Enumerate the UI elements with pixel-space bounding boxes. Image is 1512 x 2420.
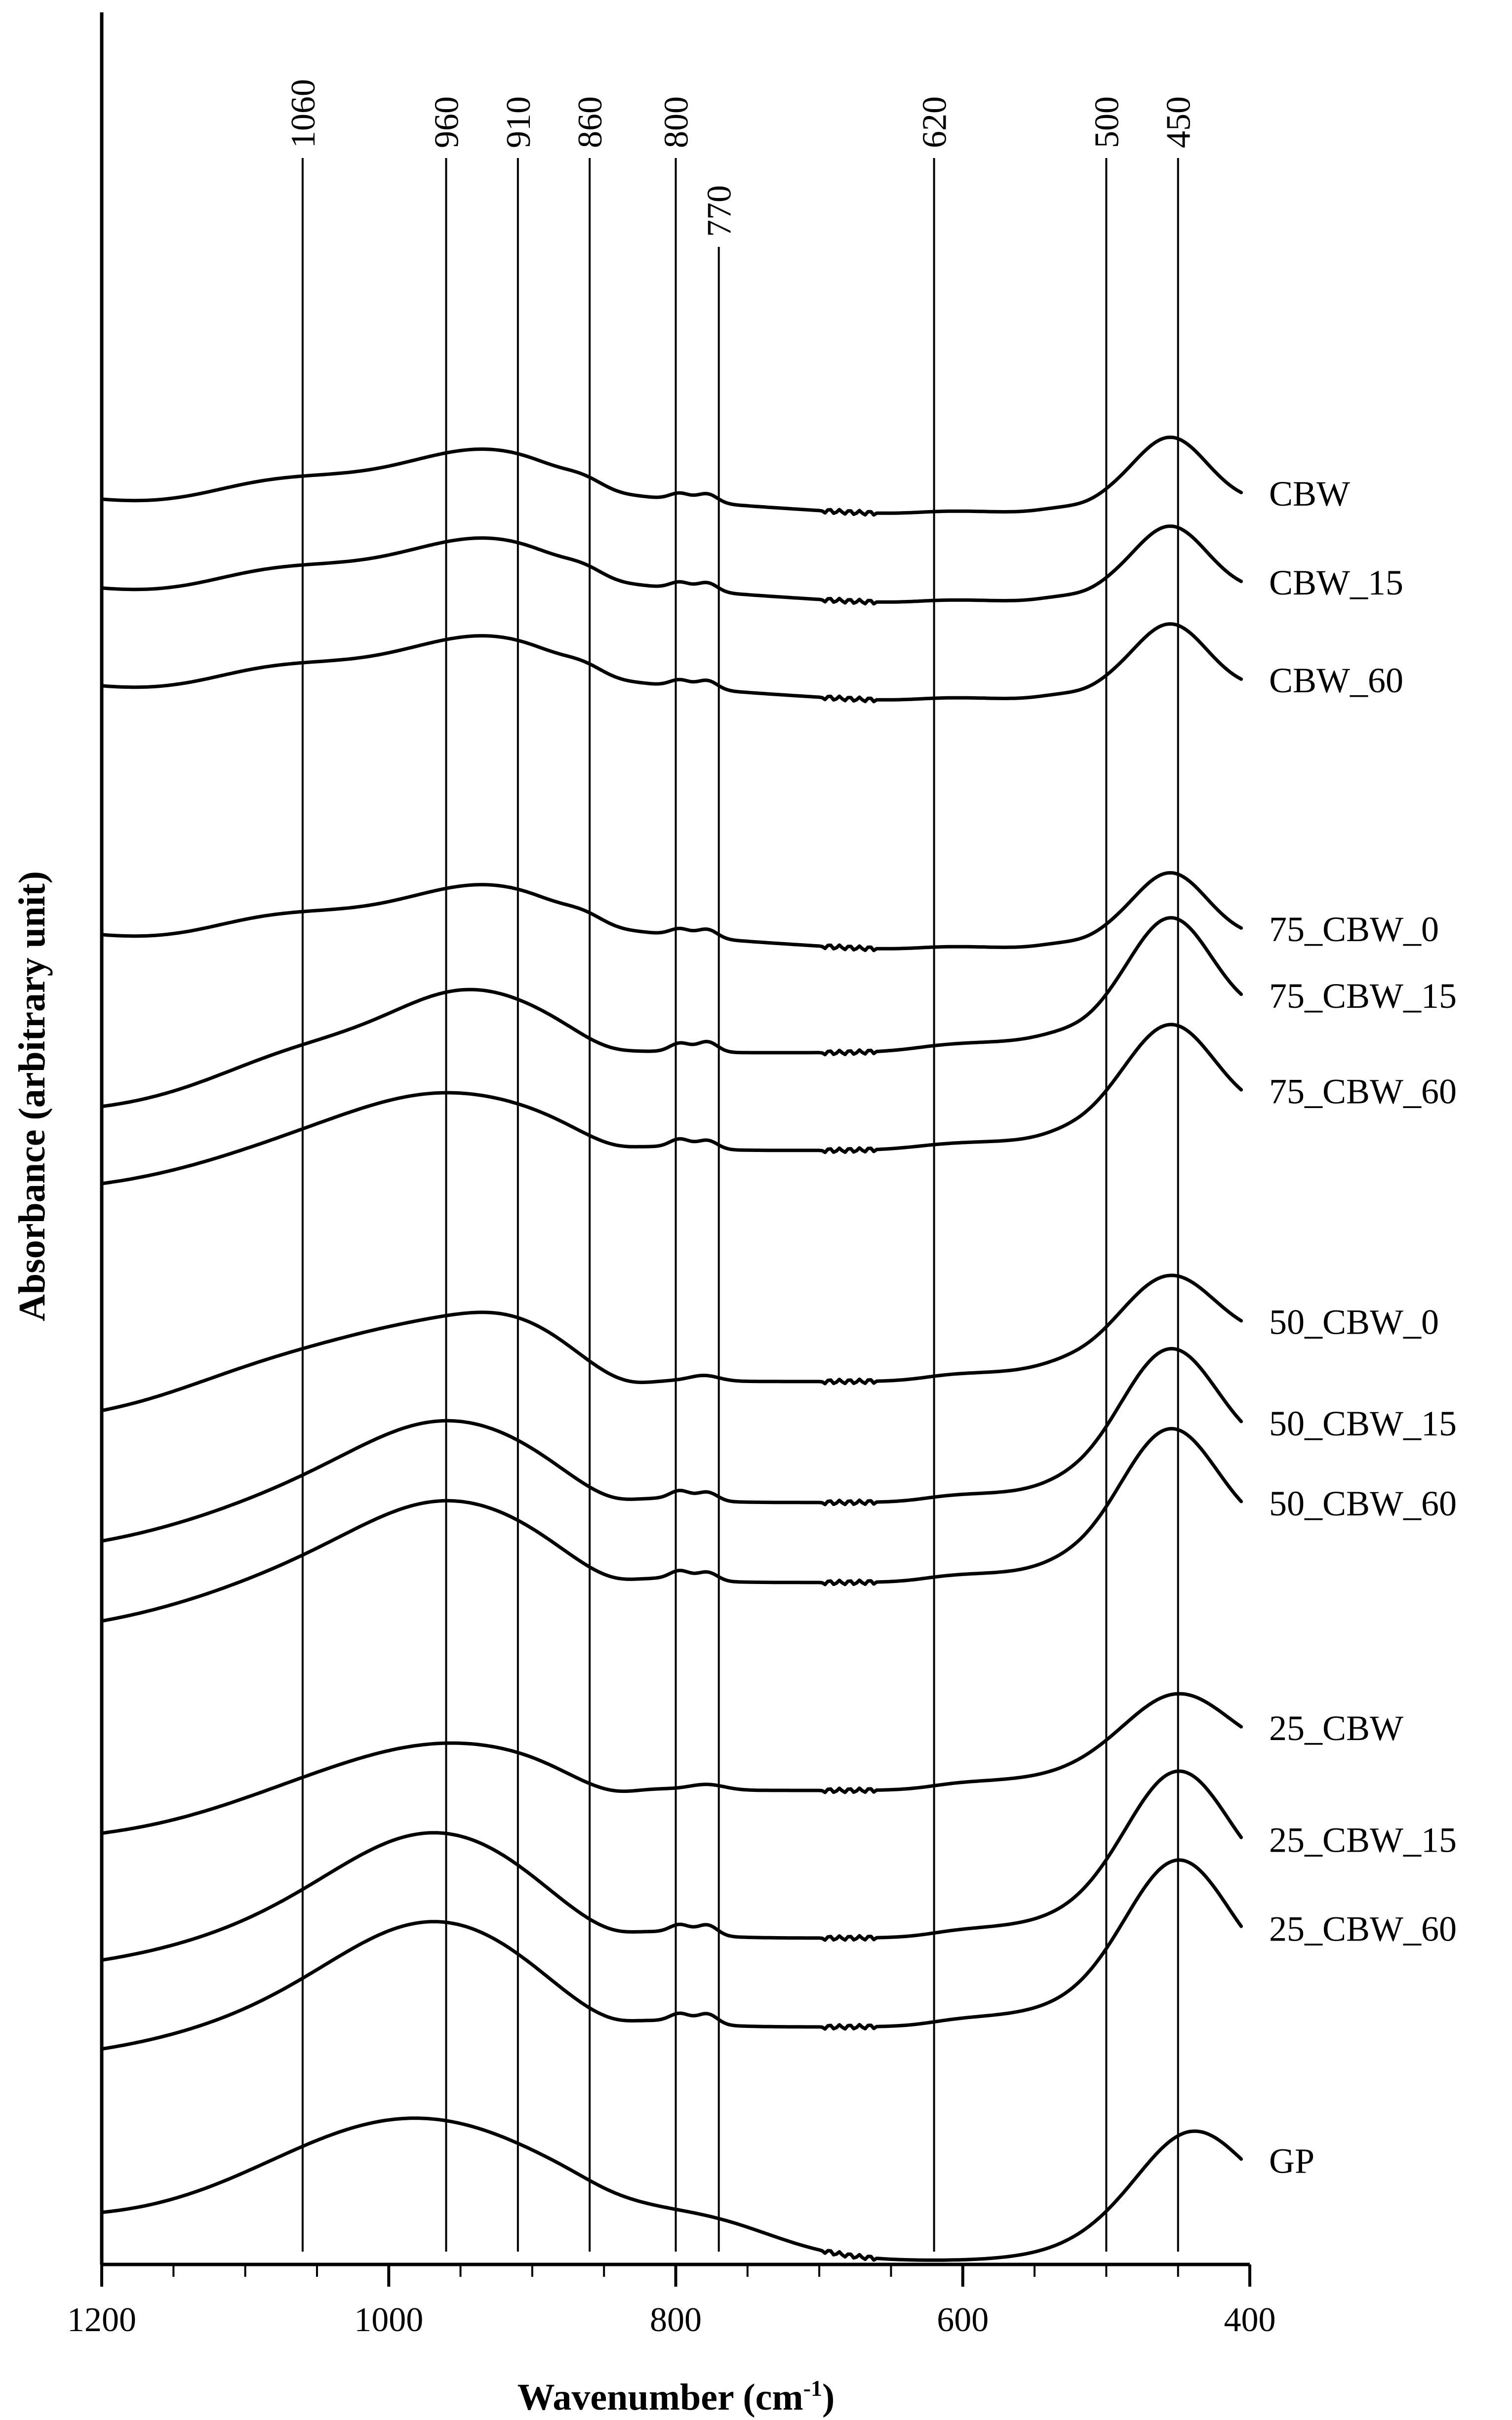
series-line-cbw [100, 436, 1243, 517]
series-line-25-cbw-60 [100, 1858, 1243, 2051]
x-tick-label-1000: 1000 [354, 2301, 423, 2339]
x-tick-label-400: 400 [1224, 2301, 1276, 2339]
series-label-gp: GP [1269, 2141, 1314, 2181]
series-label-75-cbw-0: 75_CBW_0 [1269, 910, 1439, 949]
ref-label-800: 800 [658, 96, 696, 148]
series-label-cbw-60: CBW_60 [1269, 661, 1403, 700]
series-line-75-cbw-60 [100, 1023, 1243, 1186]
x-tick-label-1200: 1200 [67, 2301, 136, 2339]
series-line-gp [100, 2116, 1243, 2262]
ref-label-960: 960 [428, 96, 466, 148]
series-line-75-cbw-15 [100, 916, 1243, 1109]
spectra [100, 436, 1243, 2262]
series-line-50-cbw-60 [100, 1427, 1243, 1623]
series-label-75-cbw-60: 75_CBW_60 [1269, 1072, 1457, 1111]
series-label-75-cbw-15: 75_CBW_15 [1269, 976, 1457, 1016]
x-axis-label: Wavenumber (cm-1) [517, 2376, 835, 2418]
ref-label-1060: 1060 [284, 79, 322, 148]
series-label-cbw-15: CBW_15 [1269, 563, 1403, 602]
ref-label-620: 620 [916, 96, 954, 148]
series-label-50-cbw-60: 50_CBW_60 [1269, 1484, 1457, 1523]
series-label-25-cbw-60: 25_CBW_60 [1269, 1909, 1457, 1948]
series-label-50-cbw-0: 50_CBW_0 [1269, 1303, 1439, 1342]
ref-label-910: 910 [500, 96, 538, 148]
series-line-75-cbw-0 [100, 871, 1243, 952]
x-tick-label-600: 600 [937, 2301, 989, 2339]
series-labels: CBW CBW_15 CBW_60 75_CBW_0 75_CBW_15 75_CBW_6… [1269, 474, 1457, 2181]
series-label-25-cbw: 25_CBW [1269, 1708, 1403, 1748]
series-line-25-cbw-15 [100, 1769, 1243, 1962]
ref-label-500: 500 [1088, 96, 1126, 148]
series-label-25-cbw-15: 25_CBW_15 [1269, 1820, 1457, 1860]
series-line-50-cbw-15 [100, 1347, 1243, 1543]
series-line-cbw-60 [100, 622, 1243, 704]
series-line-cbw-15 [100, 524, 1243, 606]
x-tick-label-800: 800 [650, 2301, 702, 2339]
ref-label-860: 860 [571, 96, 609, 148]
series-label-50-cbw-15: 50_CBW_15 [1269, 1404, 1457, 1443]
ref-label-770: 770 [701, 185, 739, 237]
series-label-cbw: CBW [1269, 474, 1350, 514]
x-ticks: 1200 1000 800 600 400 [67, 2264, 1276, 2339]
series-line-25-cbw [100, 1692, 1243, 1835]
y-axis-label: Absorbance (arbitrary unit) [11, 871, 53, 1321]
ref-label-450: 450 [1160, 96, 1198, 148]
series-line-50-cbw-0 [100, 1273, 1243, 1413]
